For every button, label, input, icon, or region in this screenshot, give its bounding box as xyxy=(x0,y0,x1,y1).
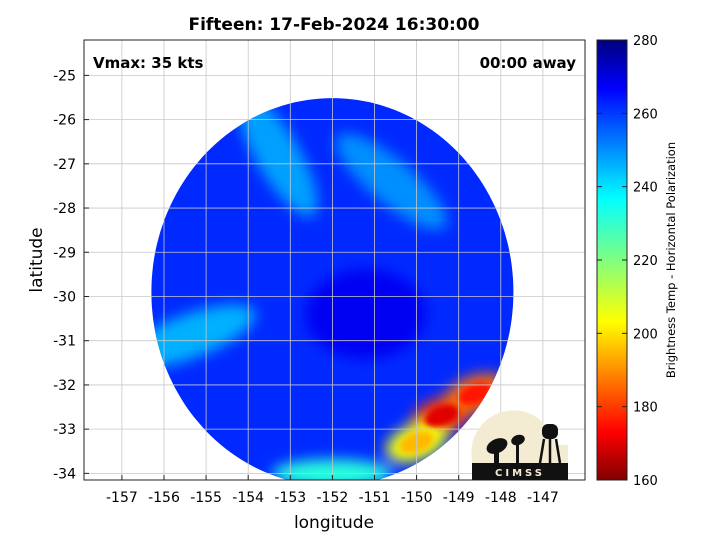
y-axis: -25 -26 -27 -28 -29 -30 -31 -32 -33 -34 xyxy=(53,68,89,482)
radar-dish-icon xyxy=(486,434,525,463)
grid xyxy=(84,40,585,480)
x-tick-label: -155 xyxy=(190,490,222,506)
colorbar-tick-label: 200 xyxy=(633,327,658,342)
x-tick-label: -149 xyxy=(443,490,475,506)
colorbar-tick-label: 180 xyxy=(633,401,658,416)
water-tower-icon xyxy=(538,424,562,464)
x-tick-label: -150 xyxy=(401,490,433,506)
convection-core xyxy=(424,404,460,428)
y-tick-label: -25 xyxy=(53,68,76,84)
colorbar-tick-label: 260 xyxy=(633,107,658,122)
y-axis-label: latitude xyxy=(27,227,47,292)
cimss-logo: CIMSS xyxy=(471,410,568,480)
x-tick-label: -157 xyxy=(106,490,138,506)
x-tick-label: -152 xyxy=(317,490,349,506)
y-tick-label: -26 xyxy=(53,113,76,129)
y-tick-label: -29 xyxy=(53,245,76,261)
colorbar-label: Brightness Temp - Horizontal Polarizatio… xyxy=(664,142,678,378)
x-tick-label: -148 xyxy=(485,490,517,506)
swath-feature-warm_core xyxy=(306,269,427,360)
x-tick-label: -151 xyxy=(359,490,391,506)
y-tick-label: -28 xyxy=(53,201,76,217)
x-axis: -157 -156 -155 -154 -153 -152 -151 -150 -149 -148… xyxy=(106,475,559,506)
vmax-annotation: Vmax: 35 kts xyxy=(93,54,203,72)
colorbar-tick-label: 280 xyxy=(633,34,658,49)
y-tick-label: -33 xyxy=(53,422,76,438)
time-away-annotation: 00:00 away xyxy=(480,54,577,72)
swath-feature-cool_band xyxy=(335,133,447,230)
y-tick-label: -34 xyxy=(53,466,76,482)
x-tick-label: -153 xyxy=(274,490,306,506)
colorbar-ticks: 160 180 200 220 240 260 280 xyxy=(597,34,658,489)
y-tick-label: -32 xyxy=(53,378,76,394)
plot-frame xyxy=(83,39,586,481)
x-tick-label: -156 xyxy=(148,490,180,506)
y-tick-label: -30 xyxy=(53,289,76,305)
x-tick-label: -154 xyxy=(232,490,264,506)
swath-feature-cool_band xyxy=(237,98,318,217)
colorbar-tick-label: 220 xyxy=(633,254,658,269)
x-tick-label: -147 xyxy=(527,490,559,506)
x-axis-label: longitude xyxy=(294,513,374,533)
chart-title: Fifteen: 17-Feb-2024 16:30:00 xyxy=(188,15,479,35)
logo-text: CIMSS xyxy=(495,468,545,479)
colorbar-tick-label: 160 xyxy=(633,474,658,489)
y-tick-label: -27 xyxy=(53,157,76,173)
y-tick-label: -31 xyxy=(53,334,76,350)
colorbar-tick-label: 240 xyxy=(633,181,658,196)
